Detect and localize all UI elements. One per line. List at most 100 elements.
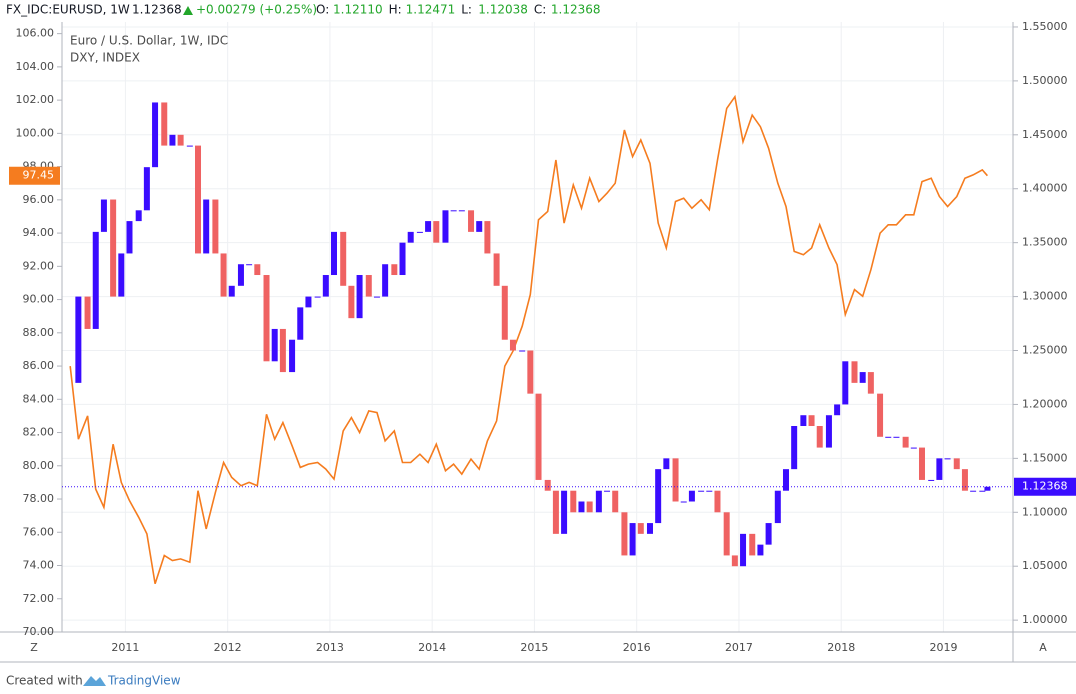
candle [731, 555, 738, 567]
y-tick-label: 90.00 [23, 293, 55, 306]
candle [279, 328, 286, 373]
a-button[interactable]: A [1039, 641, 1047, 654]
price-tag-label: 97.45 [23, 169, 55, 182]
candle [356, 275, 363, 319]
x-tick-label: 2013 [316, 641, 344, 654]
y2-tick-label: 1.10000 [1022, 505, 1068, 518]
y-tick-label: 74.00 [23, 559, 55, 572]
candle [970, 490, 977, 492]
candle [570, 490, 577, 513]
ohlc: O: 1.12110 H: 1.12471 L: 1.12038 C: 1.12368 [316, 3, 601, 17]
legend-subtitle: DXY, INDEX [70, 51, 140, 65]
candle [842, 361, 849, 405]
y-tick-label: 70.00 [23, 625, 55, 638]
price-tag [9, 166, 60, 185]
candle [407, 231, 414, 243]
ohlc-value: 1.12110 [333, 3, 383, 17]
candle [544, 479, 551, 491]
candle [944, 458, 951, 460]
candle [152, 102, 159, 168]
x-tick-label: 2015 [520, 641, 548, 654]
candle [382, 264, 389, 297]
candle [135, 210, 142, 222]
y2-tick-label: 1.45000 [1022, 128, 1068, 141]
candle [493, 253, 500, 286]
candle [765, 523, 772, 545]
candle [604, 490, 611, 492]
candle [595, 490, 602, 513]
price-tag [1014, 477, 1076, 496]
x-tick-label: 2011 [111, 641, 139, 654]
candle [749, 533, 756, 556]
candle [195, 145, 202, 254]
candle [433, 221, 440, 243]
candle [100, 199, 107, 232]
candle [535, 393, 542, 480]
y-tick-label: 96.00 [23, 193, 55, 206]
z-button[interactable]: Z [30, 641, 38, 654]
candle [586, 501, 593, 513]
candle [877, 393, 884, 437]
candle [893, 436, 900, 438]
candle [458, 210, 465, 212]
candle [782, 469, 789, 491]
z-button-bg[interactable] [1, 638, 67, 658]
price-tag-label: 1.12368 [1022, 480, 1068, 493]
y-tick-label: 76.00 [23, 525, 55, 538]
candle [578, 501, 585, 513]
y-tick-label: 82.00 [23, 426, 55, 439]
candle [314, 296, 321, 298]
y2-tick-label: 1.35000 [1022, 236, 1068, 249]
candle [979, 490, 986, 492]
candle [629, 523, 636, 556]
candle [867, 372, 874, 394]
candle [322, 275, 329, 297]
candle [637, 523, 644, 534]
candle [92, 231, 99, 329]
candle [928, 479, 935, 481]
candle [646, 523, 653, 534]
ohlc-value: 1.12368 [551, 3, 601, 17]
candle [348, 285, 355, 319]
candle [450, 210, 457, 212]
candle [612, 490, 619, 513]
y2-tick-label: 1.40000 [1022, 182, 1068, 195]
y-tick-label: 78.00 [23, 492, 55, 505]
x-tick-label: 2016 [623, 641, 651, 654]
candle [442, 210, 449, 243]
logo [83, 676, 106, 686]
dxy-line [69, 94, 989, 585]
y2-tick-label: 1.55000 [1022, 20, 1068, 33]
ohlc-value: 1.12471 [406, 3, 456, 17]
footer-brand[interactable]: TradingView [107, 674, 181, 688]
symbol: FX_IDC:EURUSD, 1W [6, 3, 130, 17]
candle [468, 210, 475, 232]
x-tick-label: 2014 [418, 641, 446, 654]
ohlc-value: 1.12038 [478, 3, 528, 17]
candle [110, 199, 117, 297]
x-tick-label: 2019 [929, 641, 957, 654]
x-tick-label: 2017 [725, 641, 753, 654]
candle [263, 275, 270, 362]
candle [851, 361, 858, 383]
candle [237, 264, 244, 286]
y-tick-label: 94.00 [23, 226, 55, 239]
candle [519, 350, 526, 352]
candle [186, 145, 193, 147]
candle [331, 231, 338, 276]
candle [672, 458, 679, 502]
candle [791, 426, 798, 470]
y-tick-label: 72.00 [23, 592, 55, 605]
candle [305, 296, 312, 308]
candle [476, 221, 483, 232]
candle [561, 490, 568, 534]
footer-text: Created with [6, 674, 83, 688]
x-tick-label: 2018 [827, 641, 855, 654]
candle [126, 221, 133, 254]
candle [953, 458, 960, 470]
candle [75, 296, 82, 383]
candle [885, 436, 892, 438]
candle [910, 447, 917, 449]
y2-tick-label: 1.25000 [1022, 344, 1068, 357]
